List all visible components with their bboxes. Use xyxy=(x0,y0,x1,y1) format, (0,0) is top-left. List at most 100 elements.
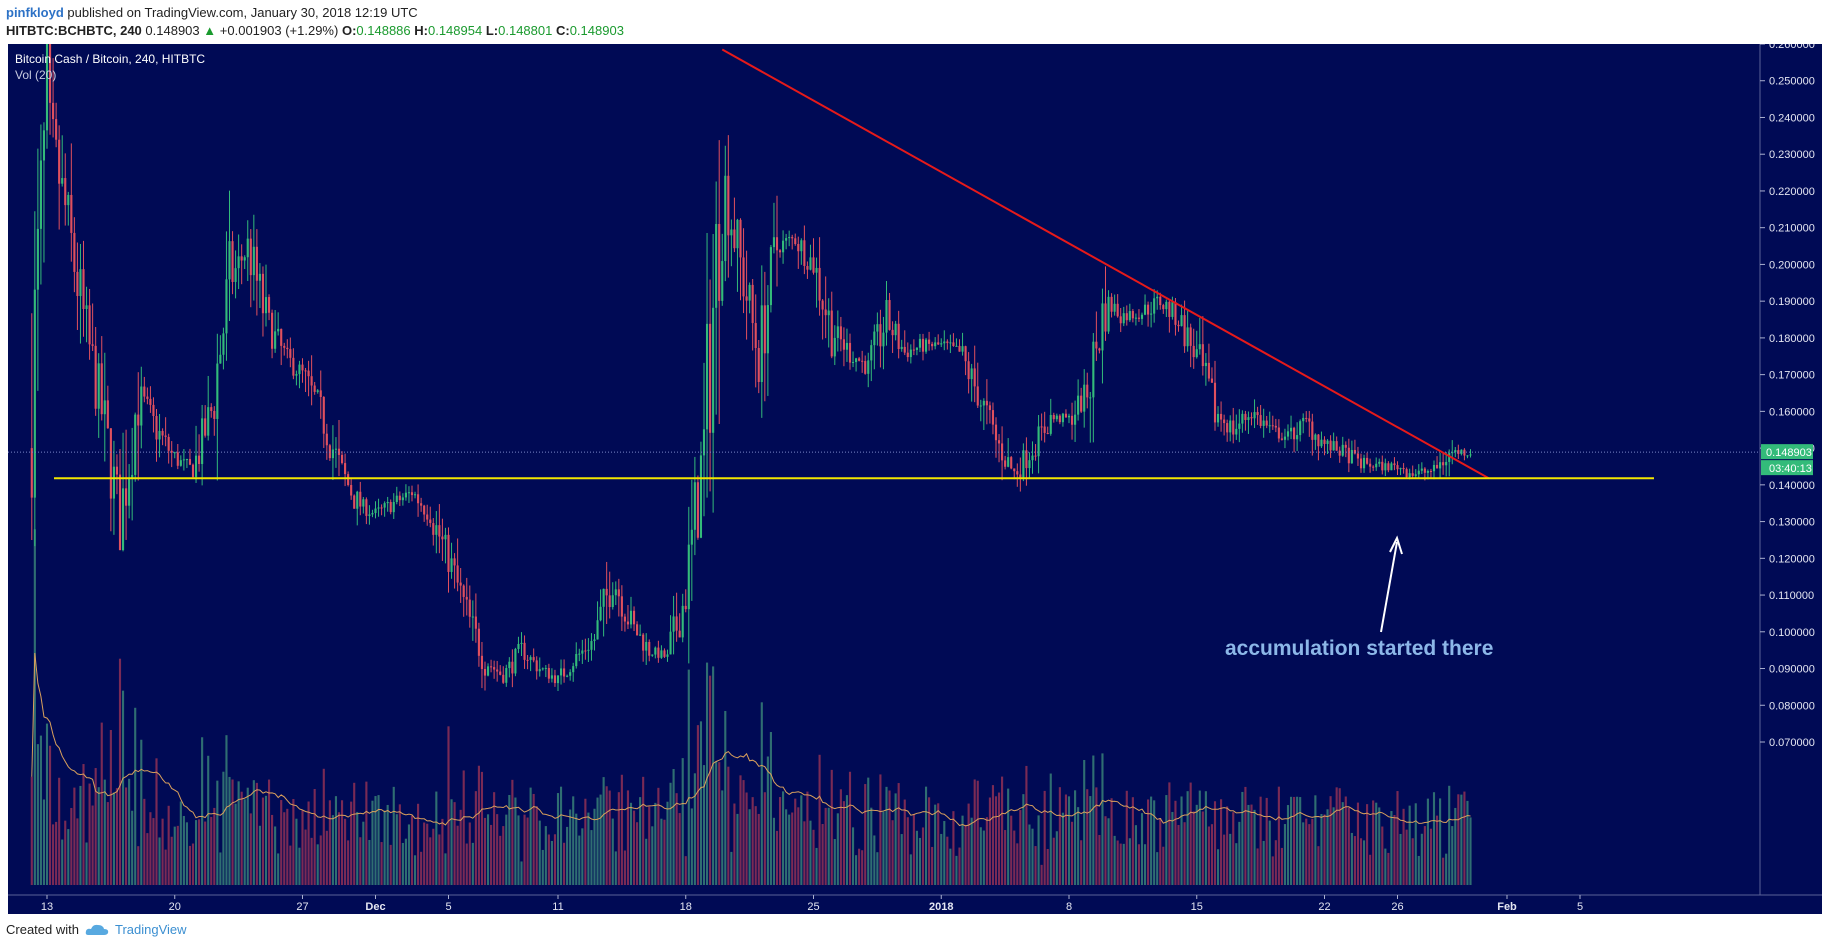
candle-body xyxy=(1061,413,1064,423)
volume-bar xyxy=(1372,800,1375,885)
candle-body xyxy=(1223,419,1226,424)
volume-ma-line xyxy=(31,652,1471,827)
candle-body xyxy=(511,661,514,674)
candle-body xyxy=(973,368,976,387)
candle-body xyxy=(465,596,468,600)
candle-body xyxy=(1177,324,1180,327)
volume-bar xyxy=(775,830,779,885)
quote-line: HITBTC:BCHBTC, 240 0.148903 ▲ +0.001903 … xyxy=(6,22,624,40)
volume-bar xyxy=(1122,843,1125,885)
candle-body xyxy=(301,364,304,371)
volume-bar xyxy=(118,658,122,885)
volume-bar xyxy=(663,819,666,885)
volume-bar xyxy=(718,762,721,885)
y-tick-label: 0.220000 xyxy=(1769,186,1815,198)
candle-body xyxy=(1390,463,1393,471)
candle-body xyxy=(666,654,669,657)
candle-body xyxy=(617,589,620,597)
candle-body xyxy=(207,407,210,436)
price-chart[interactable]: 0.260000 0.250000 0.240000 0.230000 0.220000… xyxy=(0,44,1822,914)
candle-body xyxy=(870,345,873,361)
chart-title: Bitcoin Cash / Bitcoin, 240, HITBTC xyxy=(15,52,205,66)
volume-bar xyxy=(979,827,982,885)
candle-body xyxy=(1259,415,1262,426)
candle-body xyxy=(760,305,763,383)
volume-bar xyxy=(1244,786,1247,885)
candle-body xyxy=(283,345,286,348)
candle-body xyxy=(231,241,234,282)
volume-bar xyxy=(286,808,289,885)
volume-bar xyxy=(1125,790,1128,885)
candle-body xyxy=(417,494,420,504)
plot-area[interactable] xyxy=(8,44,1760,895)
candle-body xyxy=(885,300,888,333)
volume-bar xyxy=(1247,804,1250,885)
candle-body xyxy=(347,474,350,486)
time-scale[interactable] xyxy=(8,895,1822,914)
candle-body xyxy=(143,386,146,397)
volume-bar xyxy=(85,842,88,885)
candle-body xyxy=(474,616,477,629)
volume-bar xyxy=(797,807,800,885)
candle-body xyxy=(499,671,502,675)
candle-body xyxy=(839,326,842,340)
volume-bar xyxy=(1399,833,1402,885)
candle-body xyxy=(246,238,249,258)
candle-body xyxy=(73,232,76,272)
volume-bar xyxy=(590,830,593,885)
countdown-badge xyxy=(1761,460,1813,476)
volume-bar xyxy=(1153,800,1156,885)
volume-bar xyxy=(958,847,961,885)
volume-bar xyxy=(855,855,858,885)
candle-body xyxy=(36,228,39,290)
candle-body xyxy=(845,342,849,350)
candle-body xyxy=(566,675,569,677)
tradingview-link[interactable]: TradingView xyxy=(114,922,187,937)
volume-bar xyxy=(1241,791,1244,885)
candle-body xyxy=(1049,414,1052,434)
candle-body xyxy=(1326,440,1329,444)
volume-bar xyxy=(240,791,243,885)
volume-bar xyxy=(140,739,143,885)
candle-body xyxy=(395,495,398,503)
candle-body xyxy=(444,534,447,540)
candle-body xyxy=(146,396,149,399)
candle-body xyxy=(131,474,134,478)
candle-body xyxy=(882,332,885,347)
candle-body xyxy=(1134,317,1137,319)
volume-bar xyxy=(763,792,766,885)
volume-bar xyxy=(1134,825,1137,885)
annotation-arrow[interactable] xyxy=(1380,541,1398,633)
volume-bar xyxy=(1289,796,1293,885)
candle-body xyxy=(608,595,611,608)
candle-body xyxy=(70,194,73,233)
y-tick-label: 0.200000 xyxy=(1769,259,1815,271)
candle-body xyxy=(800,240,803,252)
volume-bar xyxy=(836,813,839,885)
volume-bar xyxy=(392,786,395,885)
volume-bar xyxy=(94,768,97,885)
candle-body xyxy=(149,398,152,405)
candle-body xyxy=(1195,349,1198,358)
volume-bar xyxy=(1341,802,1344,885)
candle-body xyxy=(1174,302,1177,325)
volume-bar xyxy=(1326,809,1329,885)
author-link[interactable]: pinfkloyd xyxy=(6,5,64,20)
volume-bar xyxy=(678,813,681,885)
candle-body xyxy=(1016,471,1019,475)
descending-trendline[interactable] xyxy=(721,48,1490,480)
candle-body xyxy=(1140,314,1144,319)
volume-bar xyxy=(106,802,109,885)
volume-bar xyxy=(462,770,465,885)
candle-body xyxy=(456,565,459,583)
candle-body xyxy=(1335,441,1338,451)
candle-body xyxy=(490,666,493,668)
candle-body xyxy=(934,342,937,347)
volume-bar xyxy=(952,811,955,885)
volume-bar xyxy=(794,798,797,885)
volume-bar xyxy=(1238,821,1241,885)
candle-body xyxy=(398,495,401,501)
candle-body xyxy=(298,364,301,375)
tradingview-cloud-icon xyxy=(85,924,109,935)
volume-bar xyxy=(1207,826,1210,885)
